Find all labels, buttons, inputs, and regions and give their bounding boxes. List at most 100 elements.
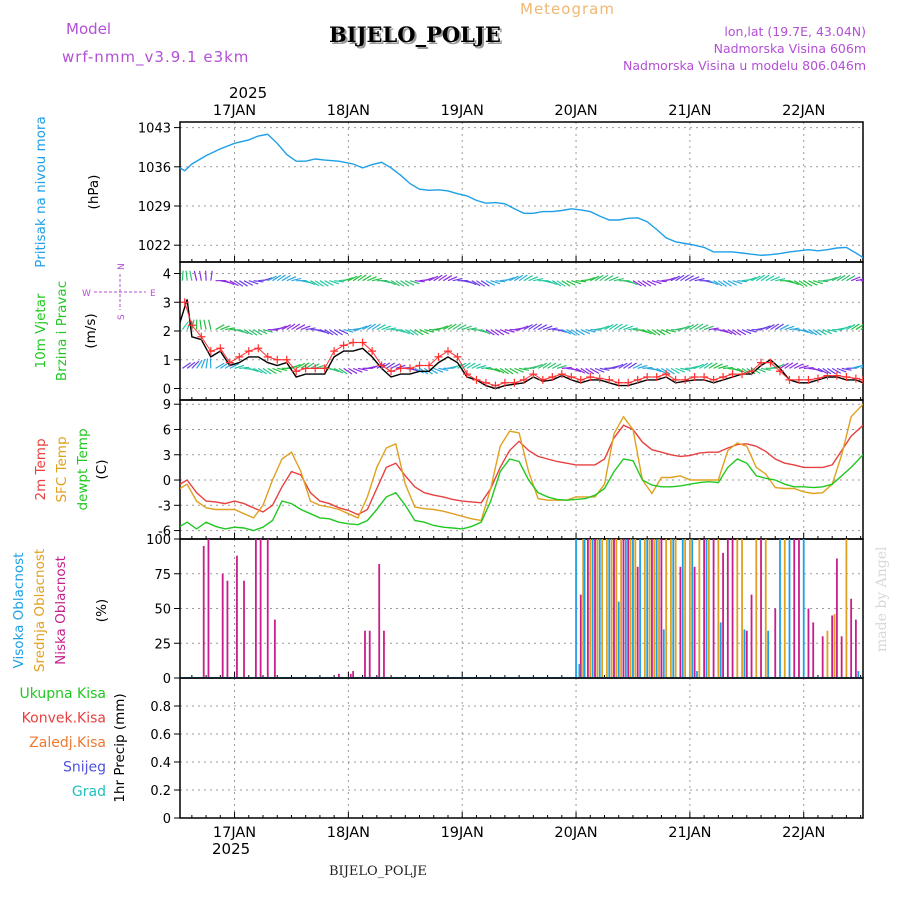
wind-barb	[580, 367, 590, 375]
wind-barb	[770, 323, 780, 331]
wind-barb	[471, 363, 481, 369]
wind-barb	[257, 367, 267, 375]
series-line-gust	[184, 302, 863, 387]
wind-barb	[774, 323, 784, 331]
cloud-bar-high	[696, 671, 698, 678]
wind-barb	[234, 280, 244, 287]
wind-barb	[229, 363, 239, 369]
wind-barb	[457, 362, 467, 369]
wind-barb	[519, 367, 530, 371]
gust-marker	[671, 375, 680, 384]
wind-barb	[817, 367, 828, 374]
cloud-bar-low	[831, 615, 834, 678]
gust-marker	[510, 378, 519, 387]
wind-barb	[300, 325, 311, 331]
gust-marker	[576, 375, 585, 384]
cloud-bar-high	[598, 539, 601, 678]
cloud-bar-low	[368, 630, 371, 678]
bottom-year-label: 2025	[212, 840, 250, 858]
wind-barb	[466, 327, 477, 331]
wind-barb	[651, 329, 661, 336]
wind-barb	[362, 324, 372, 331]
wind-barb	[390, 363, 401, 369]
wind-barb	[533, 323, 543, 331]
panel-precip: 0 0.2 0.4 0.6 0.8 1hr Precip (mm) Ukupna Kisa K…	[19, 677, 864, 827]
wind-barb	[561, 329, 572, 335]
cloud-bar-mid	[643, 539, 646, 678]
panel-wind: 0 1 2 3 4 10m Vjetar Brzina i Pravac (m/s) N S W E	[33, 261, 864, 401]
gust-marker	[785, 375, 794, 384]
wind-barb	[789, 327, 800, 331]
wind-barb	[215, 324, 225, 331]
gust-marker	[728, 370, 737, 379]
wind-barb	[476, 364, 487, 369]
wind-barb	[760, 325, 771, 331]
y-tick-label: -3	[158, 499, 171, 514]
wind-barb	[182, 362, 191, 369]
cloud-bar-low	[202, 545, 205, 678]
wind-barb	[514, 367, 524, 373]
wind-barb	[295, 324, 306, 331]
wind-barb	[827, 367, 837, 375]
panel-unit: (m/s)	[83, 313, 99, 348]
gust-marker	[804, 375, 813, 384]
wind-barb	[855, 364, 863, 369]
wind-barb	[632, 363, 643, 369]
wind-barb	[571, 280, 582, 285]
wind-barb	[490, 329, 500, 336]
wind-barb	[827, 328, 838, 333]
wind-barb	[338, 329, 349, 335]
wind-barb	[670, 367, 680, 374]
wind-barb	[566, 280, 576, 286]
wind-barb	[291, 277, 302, 282]
y-tick-label: 0	[163, 672, 171, 687]
cloud-bar-mid	[833, 614, 836, 678]
cloud-bar-low	[243, 580, 245, 678]
bottom-date-label: 19JAN	[441, 825, 484, 841]
gust-marker	[643, 373, 652, 381]
gust-marker	[794, 375, 803, 384]
wind-barb	[239, 329, 249, 335]
wind-barb	[329, 367, 340, 373]
wind-barb	[860, 327, 863, 331]
cloud-bar-high	[575, 539, 577, 678]
wind-barb	[199, 270, 202, 281]
cloud-bar-low	[850, 598, 853, 678]
gust-marker	[605, 375, 614, 384]
wind-barb	[424, 328, 435, 333]
top-date-label: 21JAN	[668, 103, 711, 119]
model-altitude-label: Nadmorska Visina u modelu 806.046m	[623, 58, 866, 73]
wind-barb	[628, 327, 639, 331]
gust-marker	[719, 373, 728, 381]
wind-barb	[827, 276, 838, 282]
cloud-bar-mid	[783, 539, 786, 678]
cloud-bar-mid	[665, 539, 668, 678]
wind-barb	[627, 280, 638, 286]
wind-barb	[732, 280, 743, 285]
gust-marker	[244, 347, 253, 356]
wind-barb	[741, 329, 752, 335]
panel-label: dewpt Temp	[75, 428, 91, 510]
cloud-bar-low	[798, 539, 800, 678]
wind-barb	[836, 367, 847, 373]
y-tick-label: 1022	[138, 239, 171, 254]
wind-barb	[405, 280, 415, 286]
wind-barb	[400, 280, 410, 287]
cloud-bar-high	[646, 539, 649, 678]
gust-marker	[500, 378, 509, 387]
gust-marker	[282, 355, 291, 364]
wind-barb	[277, 367, 288, 372]
wind-barb	[281, 275, 291, 282]
wind-barb	[324, 280, 334, 286]
panel-frame	[179, 121, 864, 263]
gust-marker	[567, 373, 576, 381]
cloud-bar-low	[613, 539, 615, 678]
wind-barb	[575, 367, 586, 374]
wind-barb	[462, 325, 472, 331]
wind-barb	[741, 367, 751, 375]
wind-barb	[523, 275, 533, 282]
gust-marker	[662, 370, 671, 379]
wind-barb	[846, 275, 856, 282]
panel-temperature: -6 -3 0 3 6 9 2m Temp SFC Temp dewpt Temp (C)	[33, 398, 864, 540]
gust-marker	[462, 370, 471, 379]
